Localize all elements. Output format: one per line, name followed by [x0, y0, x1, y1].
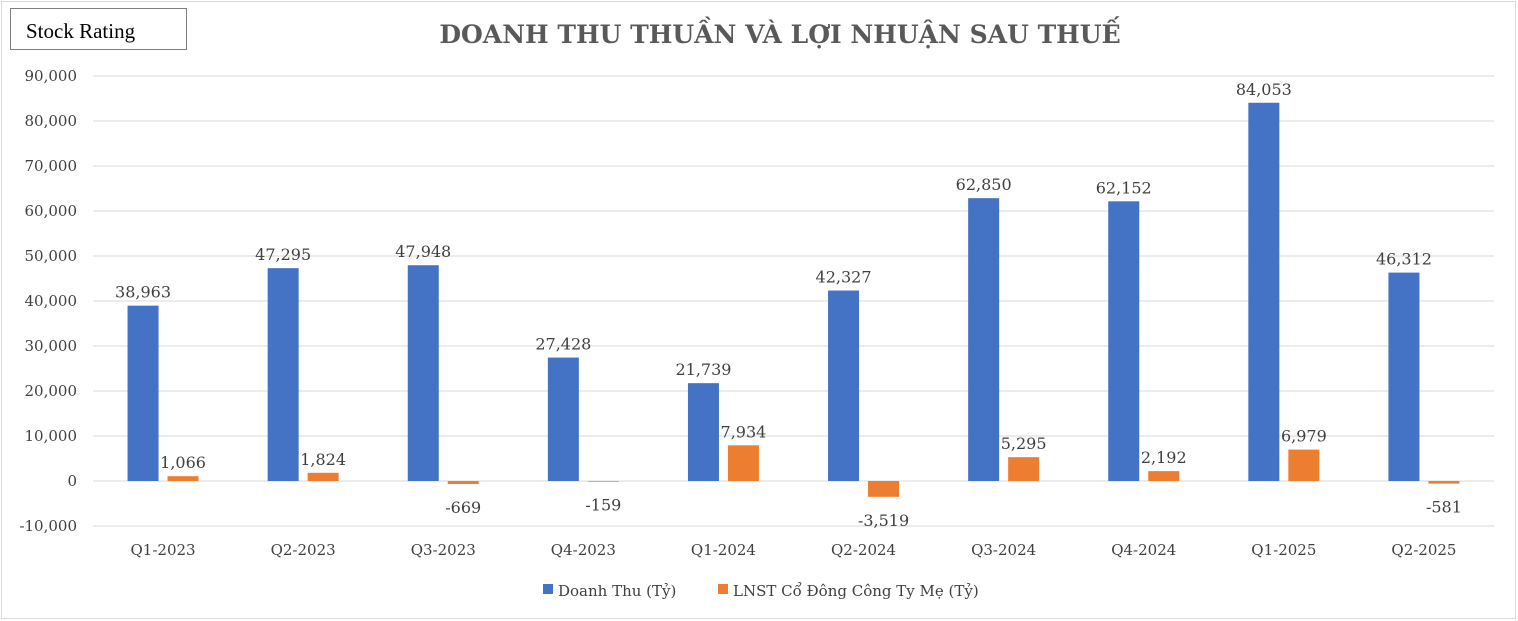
x-tick-label: Q2-2024: [831, 541, 896, 559]
legend-swatch-profit: [718, 584, 728, 594]
y-tick-label: 40,000: [25, 292, 78, 310]
legend-label-revenue: Doanh Thu (Tỷ): [558, 582, 676, 600]
bar-revenue-q1-2023: [127, 305, 159, 481]
bar-revenue-q2-2023: [267, 268, 299, 481]
bar-revenue-q2-2024: [828, 290, 860, 481]
bar-profit-q3-2024: [1008, 457, 1040, 481]
y-axis-tick-labels: -10,000 0 10,000 20,000 30,000 40,000 50,000 60…: [19, 67, 77, 535]
y-tick-label: 20,000: [25, 382, 78, 400]
stock-rating-label: Stock Rating: [26, 19, 136, 43]
y-tick-label: 50,000: [25, 247, 78, 265]
bar-profit-q1-2023: [167, 476, 199, 481]
bar-revenue-q1-2024: [687, 383, 719, 481]
data-label-profit: -159: [585, 496, 621, 515]
bar-revenue-q4-2024: [1108, 201, 1140, 482]
chart-title: DOANH THU THUẦN VÀ LỢI NHUẬN SAU THUẾ: [439, 17, 1120, 49]
y-tick-label: 90,000: [25, 67, 78, 85]
data-label-profit: 6,979: [1281, 427, 1327, 446]
data-labels: 38,963 1,066 47,295 1,824 47,948 -669 27,428 -1…: [115, 80, 1462, 530]
x-axis-tick-labels: Q1-2023 Q2-2023 Q3-2023 Q4-2023 Q1-2024 Q2-20…: [131, 541, 1457, 559]
data-label-revenue: 27,428: [535, 335, 591, 354]
data-label-profit: -669: [445, 498, 481, 517]
legend: Doanh Thu (Tỷ) LNST Cổ Đông Công Ty Mẹ (…: [543, 582, 979, 600]
bar-revenue-q1-2025: [1248, 102, 1280, 481]
x-tick-label: Q2-2023: [271, 541, 336, 559]
stock-rating-badge: Stock Rating: [10, 8, 187, 50]
data-label-profit: 5,295: [1001, 434, 1047, 453]
data-label-profit: 1,066: [160, 453, 206, 472]
legend-swatch-revenue: [543, 584, 553, 594]
x-tick-label: Q4-2023: [551, 541, 616, 559]
data-label-revenue: 38,963: [115, 283, 171, 302]
x-tick-label: Q4-2024: [1111, 541, 1176, 559]
x-tick-label: Q1-2023: [131, 541, 196, 559]
x-tick-label: Q3-2024: [971, 541, 1036, 559]
data-label-revenue: 47,948: [395, 242, 451, 261]
bar-profit-q2-2024: [868, 481, 900, 497]
bar-revenue-q2-2025: [1388, 272, 1420, 481]
y-tick-label: 60,000: [25, 202, 78, 220]
bar-profit-q1-2025: [1288, 449, 1320, 481]
data-label-revenue: 47,295: [255, 245, 311, 264]
bars: [127, 102, 1460, 497]
bar-revenue-q4-2023: [547, 357, 579, 481]
x-tick-label: Q1-2025: [1251, 541, 1316, 559]
bar-revenue-q3-2023: [407, 265, 439, 481]
y-tick-label: 10,000: [25, 427, 78, 445]
bar-profit-q2-2025: [1428, 481, 1460, 484]
bar-profit-q4-2023: [587, 481, 619, 482]
data-label-profit: 2,192: [1141, 448, 1187, 467]
legend-label-profit: LNST Cổ Đông Công Ty Mẹ (Tỷ): [733, 582, 979, 600]
data-label-revenue: 62,850: [956, 175, 1012, 194]
data-label-profit: 1,824: [300, 450, 346, 469]
data-label-profit: -3,519: [858, 511, 909, 530]
bar-profit-q1-2024: [727, 445, 759, 481]
bar-profit-q2-2023: [307, 472, 339, 481]
y-tick-label: 70,000: [25, 157, 78, 175]
y-tick-label: 30,000: [25, 337, 78, 355]
data-label-revenue: 84,053: [1236, 80, 1292, 99]
data-label-revenue: 42,327: [816, 268, 872, 287]
y-tick-label: 0: [67, 472, 77, 490]
x-tick-label: Q3-2023: [411, 541, 476, 559]
data-label-revenue: 21,739: [675, 360, 731, 379]
bar-profit-q3-2023: [447, 481, 479, 485]
x-tick-label: Q1-2024: [691, 541, 756, 559]
bar-revenue-q3-2024: [968, 198, 1000, 482]
bar-profit-q4-2024: [1148, 471, 1180, 481]
data-label-revenue: 46,312: [1376, 250, 1432, 269]
data-label-profit: 7,934: [721, 422, 767, 441]
y-tick-label: -10,000: [19, 517, 77, 535]
data-label-revenue: 62,152: [1096, 178, 1152, 197]
y-tick-label: 80,000: [25, 112, 78, 130]
data-label-profit: -581: [1426, 498, 1462, 517]
x-tick-label: Q2-2025: [1391, 541, 1456, 559]
